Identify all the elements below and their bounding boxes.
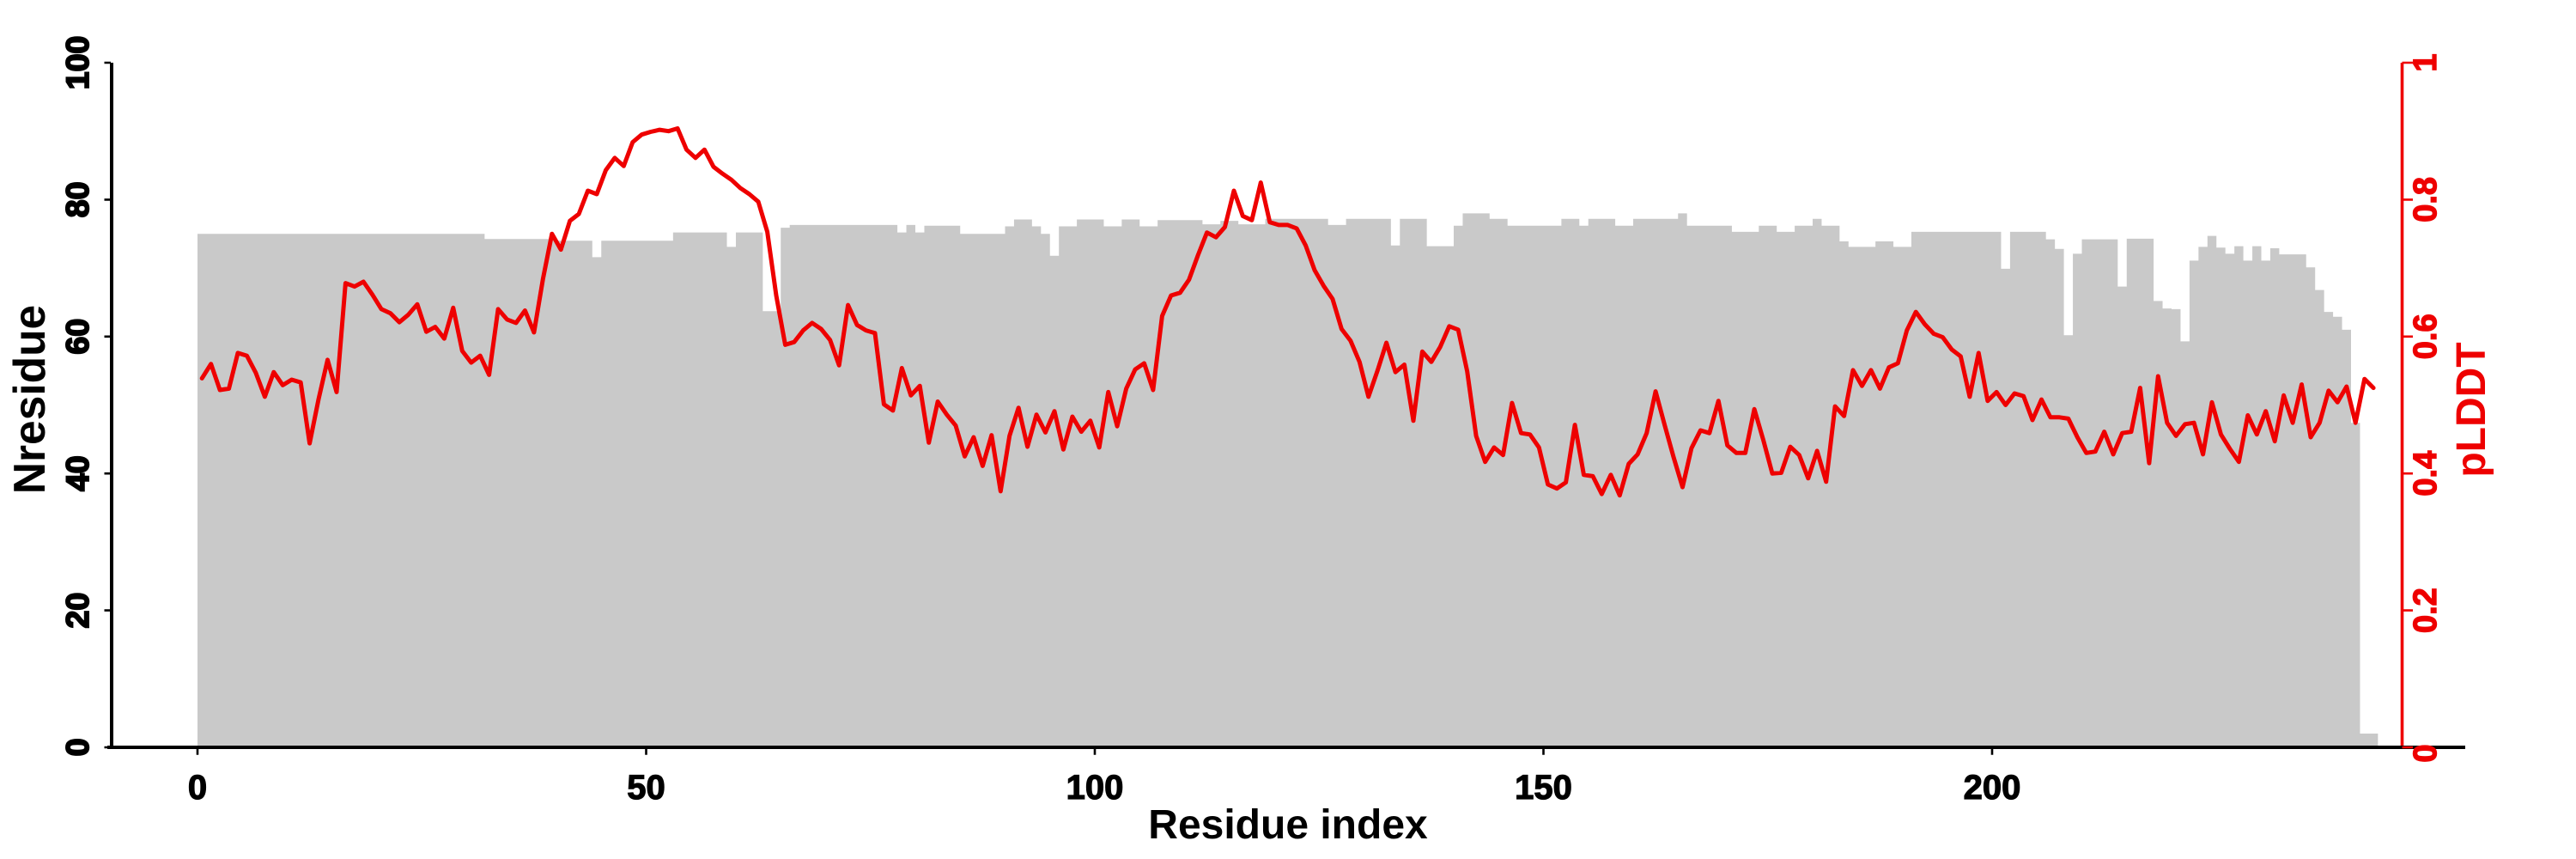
svg-text:20: 20 xyxy=(59,593,95,629)
svg-text:100: 100 xyxy=(1066,769,1124,807)
svg-text:40: 40 xyxy=(59,455,95,491)
svg-text:0: 0 xyxy=(188,769,207,807)
svg-text:0.8: 0.8 xyxy=(2408,177,2444,222)
svg-text:0.2: 0.2 xyxy=(2408,588,2444,633)
svg-text:1: 1 xyxy=(2408,53,2444,71)
svg-text:50: 50 xyxy=(627,769,665,807)
svg-text:0: 0 xyxy=(2408,744,2444,762)
svg-text:Nresidue: Nresidue xyxy=(4,305,54,494)
svg-text:60: 60 xyxy=(59,319,95,355)
svg-text:200: 200 xyxy=(1964,769,2021,807)
svg-text:150: 150 xyxy=(1515,769,1572,807)
svg-text:0: 0 xyxy=(59,739,95,757)
svg-text:0.6: 0.6 xyxy=(2408,314,2444,359)
svg-text:pLDDT: pLDDT xyxy=(2449,342,2494,477)
svg-text:100: 100 xyxy=(59,36,95,90)
svg-text:0.4: 0.4 xyxy=(2408,451,2444,497)
svg-text:80: 80 xyxy=(59,182,95,218)
svg-text:Residue index: Residue index xyxy=(1148,802,1428,848)
